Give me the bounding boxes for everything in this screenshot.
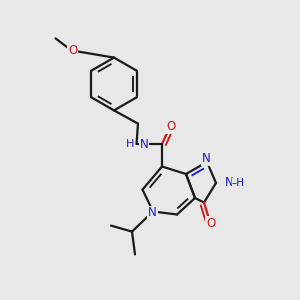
Text: N: N bbox=[140, 137, 148, 151]
Text: O: O bbox=[206, 217, 215, 230]
Text: N: N bbox=[202, 152, 211, 165]
Text: H: H bbox=[126, 139, 134, 149]
Text: N: N bbox=[148, 206, 157, 220]
Text: N: N bbox=[224, 176, 233, 189]
Text: –H: –H bbox=[232, 178, 245, 188]
Text: O: O bbox=[68, 44, 77, 57]
Text: O: O bbox=[167, 120, 176, 134]
